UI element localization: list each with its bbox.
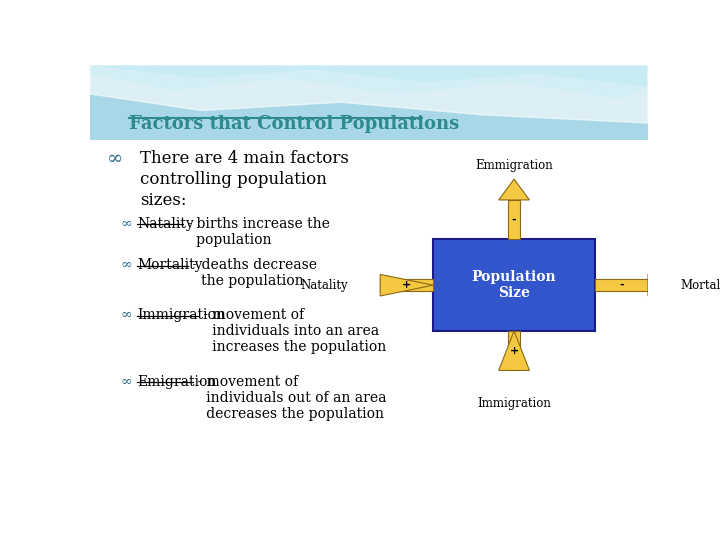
Text: -: - [512,215,516,225]
FancyBboxPatch shape [595,279,648,292]
Text: Factors that Control Populations: Factors that Control Populations [129,114,459,133]
Text: +: + [510,346,518,356]
Text: ∞: ∞ [121,375,132,389]
Text: Emmigration: Emmigration [475,159,553,172]
Text: Natality: Natality [138,217,194,231]
Text: -: - [619,280,624,290]
Polygon shape [90,65,648,123]
Text: Emigration: Emigration [138,375,217,389]
Polygon shape [648,274,676,296]
Polygon shape [499,179,529,200]
Polygon shape [380,274,433,296]
FancyBboxPatch shape [433,239,595,331]
Polygon shape [90,65,648,98]
Text: - births increase the
   population: - births increase the population [183,217,330,247]
Text: - movement of
   individuals into an area
   increases the population: - movement of individuals into an area i… [199,308,386,354]
Polygon shape [90,65,648,85]
Text: +: + [402,280,411,290]
Text: sizes:: sizes: [140,192,186,208]
Polygon shape [90,65,648,140]
Text: Mortality: Mortality [138,258,203,272]
Polygon shape [499,331,529,370]
Text: ∞: ∞ [121,217,132,231]
Text: There are 4 main factors: There are 4 main factors [140,150,349,167]
FancyBboxPatch shape [508,331,521,370]
Text: Natality: Natality [300,279,348,292]
Text: Population
Size: Population Size [472,270,557,300]
Text: ∞: ∞ [121,308,132,322]
Text: ∞: ∞ [121,258,132,272]
Text: - movement of
   individuals out of an area
   decreases the population: - movement of individuals out of an area… [193,375,387,421]
Text: controlling population: controlling population [140,171,327,188]
Text: Immigration: Immigration [138,308,225,322]
Text: ∞: ∞ [107,150,123,168]
FancyBboxPatch shape [508,200,521,239]
Text: - deaths decrease
   the population: - deaths decrease the population [188,258,317,288]
Text: Mortality: Mortality [680,279,720,292]
Text: Immigration: Immigration [477,397,551,410]
FancyBboxPatch shape [380,279,433,292]
